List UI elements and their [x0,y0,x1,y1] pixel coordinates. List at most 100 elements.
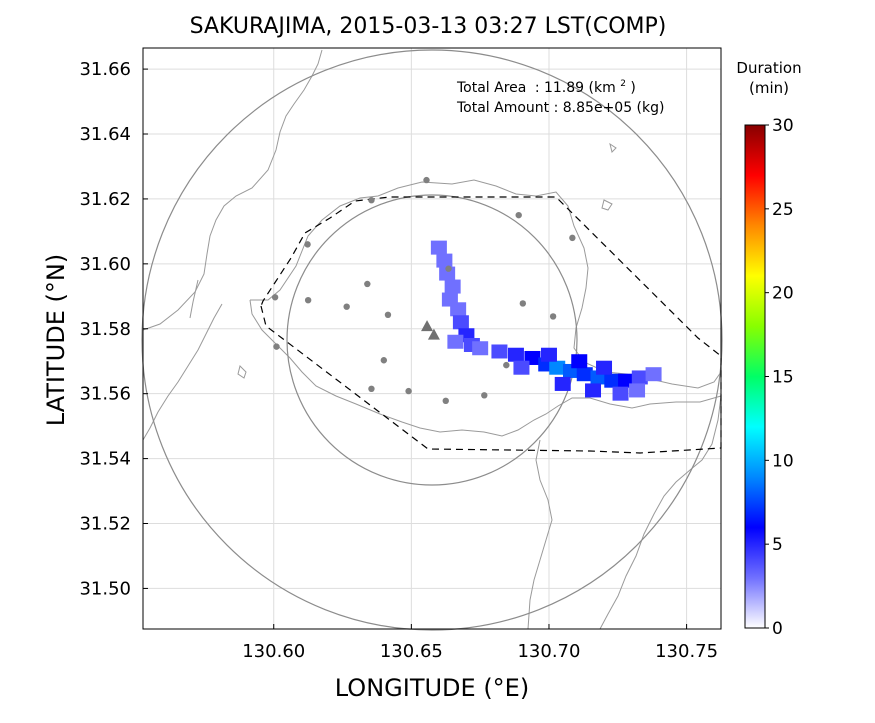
grid-lines [143,48,721,629]
x-axis-ticks: 130.60 130.65 130.70 130.75 [242,624,718,662]
station-point [380,357,388,364]
coastline-mainland-west [142,303,223,441]
coastline-islet-1 [189,279,199,319]
colorbar-gradient [744,124,766,629]
y-tick-label: 31.54 [79,449,131,470]
x-tick-label: 130.60 [242,641,305,662]
station-point [515,211,522,219]
station-point [445,265,452,272]
station-point [368,197,375,204]
chart-title: SAKURAJIMA, 2015-03-13 03:27 LST(COMP) [190,14,667,39]
deposit-cell [444,279,461,294]
coastline-islet-4 [609,142,617,153]
coastline-islet-3 [601,199,613,211]
station-point [384,311,392,319]
deposit-cell [452,315,469,330]
colorbar-tick-label: 0 [772,619,783,639]
colorbar-tick-label: 20 [772,284,794,304]
colorbar-tick-label: 15 [772,368,794,388]
deposit-cell [472,341,489,356]
y-tick-label: 31.60 [79,254,131,275]
deposit-cell [436,253,453,268]
colorbar: Duration (min) 0 5 10 15 20 25 30 [736,59,801,639]
range-circles [141,49,723,631]
deposit-cell [507,347,524,362]
station-point [343,303,350,310]
deposit-cell [549,360,566,375]
coastline-sakurajima-south [249,299,722,437]
y-tick-label: 31.58 [79,319,131,340]
station-point [423,176,430,184]
station-point [304,241,311,248]
colorbar-tick-label: 25 [772,200,794,220]
coastline-islet-2 [237,365,247,379]
x-axis-label: LONGITUDE (°E) [335,674,529,702]
vent-markers [421,320,440,340]
y-tick-label: 31.62 [79,189,131,210]
y-tick-label: 31.66 [79,59,131,80]
station-point [481,392,488,399]
deposit-cell [571,354,588,369]
total-area-annotation: Total Area : 11.89 (km 2 ) [456,74,636,96]
colorbar-title-line1: Duration [736,59,801,77]
deposit-cell [631,370,648,385]
x-tick-label: 130.70 [517,641,580,662]
ash-deposit-cells [430,240,662,401]
deposit-cell [629,383,646,398]
deposit-cell [430,240,447,255]
colorbar-title-line2: (min) [749,79,789,97]
deposit-cell [447,334,464,349]
station-point [569,234,576,242]
deposit-cell [596,360,613,375]
total-area-close: ) [630,80,635,96]
station-point [368,385,375,393]
deposit-cell [540,347,557,362]
colorbar-ticks: 0 5 10 15 20 25 30 [765,116,794,639]
total-area-label: Total Area [456,80,526,96]
y-tick-label: 31.52 [79,514,131,535]
deposit-cell [491,344,508,359]
deposit-cell [585,383,602,398]
inner-range-circle [286,194,578,486]
station-point [405,387,412,395]
station-point [549,313,557,320]
deposit-cell [604,373,621,388]
y-tick-label: 31.56 [79,384,131,405]
colorbar-tick-label: 10 [772,451,794,471]
deposit-cell [645,367,662,382]
total-area-unit-exponent: 2 [620,79,626,89]
vent-triangle-marker [427,328,440,340]
vent-triangle-marker [421,320,434,332]
coastline [142,49,722,630]
station-point [273,343,280,350]
colorbar-tick-label: 30 [772,116,794,136]
station-points [271,176,576,405]
plot-frame [142,47,722,630]
y-axis-label: LATITUDE (°N) [42,254,70,426]
colorbar-tick-label: 5 [772,535,783,555]
coastline-sakurajima [250,179,722,389]
x-tick-label: 130.65 [380,641,443,662]
y-tick-label: 31.50 [79,578,131,599]
total-amount-annotation: Total Amount : 8.85e+05 (kg) [456,100,664,116]
deposit-cell [513,360,530,375]
deposit-cell [554,376,571,391]
outer-range-circle [141,49,723,631]
y-tick-label: 31.64 [79,124,131,145]
station-point [364,280,371,288]
station-point [519,300,527,307]
deposit-cell [612,386,629,401]
coastline-bay-east [527,439,553,630]
deposit-cell [576,367,593,382]
station-point [442,397,449,405]
station-point [271,294,279,301]
station-point [503,361,510,369]
plot-area: Total Area : 11.89 (km 2 ) Total Amount … [141,47,723,631]
coastline-north-mainland [142,49,323,331]
station-point [304,296,312,304]
total-area-value: : 11.89 (km [535,80,616,96]
x-tick-label: 130.75 [655,641,718,662]
y-axis-ticks: 31.50 31.52 31.54 31.56 31.58 31.60 31.62 31.64… [79,59,148,599]
deposit-cell [450,302,467,317]
